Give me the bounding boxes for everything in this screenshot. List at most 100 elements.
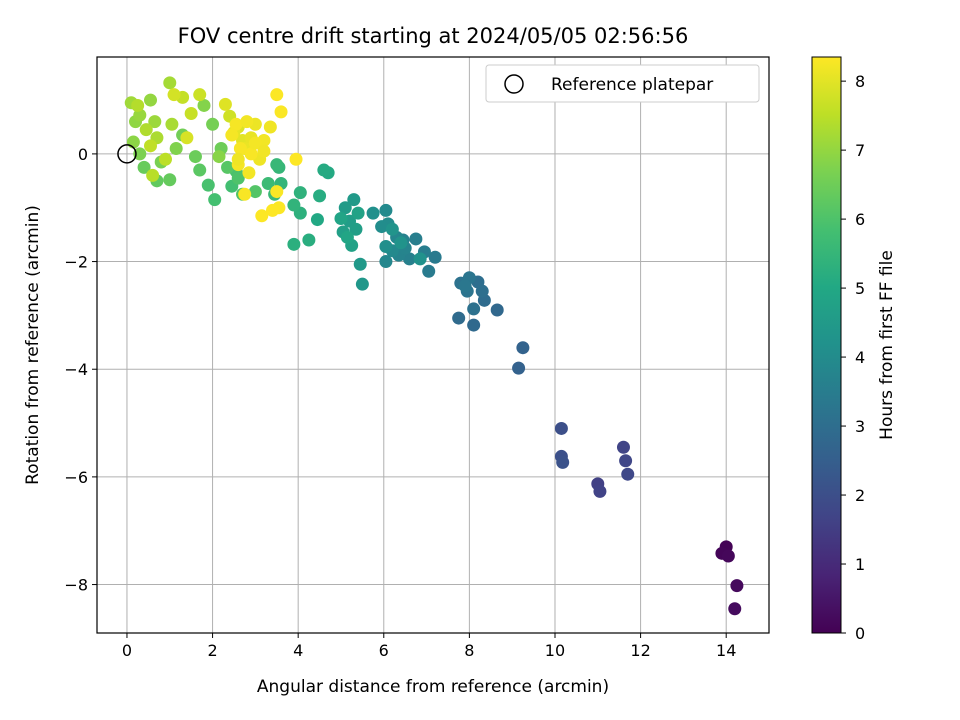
data-point	[233, 142, 247, 156]
data-point	[133, 147, 147, 161]
data-point	[255, 209, 269, 223]
data-point	[467, 318, 481, 332]
data-point	[263, 120, 277, 134]
x-axis-ticks: 0 2 4 6 8 10 12 14	[122, 633, 736, 660]
y-tick-label: 0	[78, 145, 88, 164]
colorbar-tick-label: 2	[855, 486, 865, 505]
data-points	[117, 76, 744, 616]
data-point	[512, 361, 526, 375]
data-point	[212, 150, 226, 164]
data-point	[184, 107, 198, 121]
colorbar-tick-label: 1	[855, 555, 865, 574]
data-point	[385, 222, 399, 236]
data-point	[366, 206, 380, 220]
x-tick-label: 12	[630, 641, 650, 660]
data-point	[379, 255, 393, 269]
legend-entry: Reference platepar	[551, 75, 713, 95]
data-point	[458, 279, 472, 293]
x-tick-label: 6	[379, 641, 389, 660]
data-point	[556, 455, 570, 469]
data-point	[621, 467, 635, 481]
data-point	[394, 236, 408, 250]
data-point	[193, 163, 207, 177]
data-point	[428, 250, 442, 264]
data-point	[289, 152, 303, 166]
data-point	[225, 128, 239, 142]
data-point	[721, 549, 735, 563]
data-point	[287, 237, 301, 251]
y-axis-label: Rotation from reference (arcmin)	[23, 205, 43, 485]
data-point	[167, 88, 181, 102]
data-point	[310, 213, 324, 227]
colorbar-ticks: 0 1 2 3 4 5 6 7 8	[841, 72, 865, 643]
data-point	[349, 222, 363, 236]
data-point	[231, 152, 245, 166]
chart-title: FOV centre drift starting at 2024/05/05 …	[178, 24, 689, 48]
data-point	[475, 284, 489, 298]
data-point	[163, 76, 177, 90]
data-point	[317, 163, 331, 177]
data-point	[218, 97, 232, 111]
data-point	[248, 185, 262, 199]
reference-platepar-marker	[117, 144, 137, 164]
x-tick-label: 10	[545, 641, 565, 660]
data-point	[133, 108, 147, 122]
data-point	[261, 177, 275, 191]
data-point	[351, 206, 365, 220]
data-point	[467, 302, 481, 316]
data-point	[313, 189, 327, 203]
data-point	[402, 252, 416, 266]
data-point	[274, 105, 288, 119]
data-point	[229, 117, 243, 131]
data-point	[148, 115, 162, 129]
plot-frame	[96, 56, 770, 634]
data-point	[248, 136, 262, 150]
data-point	[242, 166, 256, 180]
data-point	[206, 117, 220, 131]
grid-lines	[97, 57, 769, 633]
data-point	[201, 178, 215, 192]
data-point	[593, 484, 607, 498]
data-point	[257, 144, 271, 158]
data-point	[265, 203, 279, 217]
data-point	[180, 131, 194, 145]
data-point	[193, 88, 207, 102]
data-point	[619, 454, 633, 468]
data-point	[238, 187, 252, 201]
colorbar-tick-label: 5	[855, 279, 865, 298]
data-point	[139, 123, 153, 137]
data-point	[728, 602, 742, 616]
data-point	[293, 186, 307, 200]
data-point	[490, 303, 504, 317]
colorbar-tick-label: 7	[855, 141, 865, 160]
data-point	[287, 198, 301, 212]
data-point	[163, 173, 177, 187]
data-point	[422, 264, 436, 278]
data-point	[221, 160, 235, 174]
data-point	[144, 93, 158, 107]
data-point	[208, 193, 222, 207]
data-point	[270, 88, 284, 102]
data-point	[353, 257, 367, 271]
y-tick-label: −8	[64, 576, 88, 595]
data-point	[197, 98, 211, 112]
data-point	[131, 98, 145, 112]
data-point	[452, 311, 466, 325]
y-tick-label: −6	[64, 468, 88, 487]
y-axis-ticks: 0 −2 −4 −6 −8	[64, 145, 97, 595]
x-tick-label: 2	[207, 641, 217, 660]
x-tick-label: 0	[122, 641, 132, 660]
x-tick-label: 4	[293, 641, 303, 660]
colorbar-tick-label: 4	[855, 348, 865, 367]
colorbar-label: Hours from first FF file	[877, 250, 897, 440]
data-point	[158, 152, 172, 166]
data-point	[340, 230, 354, 244]
data-point	[379, 239, 393, 253]
data-point	[144, 139, 158, 153]
data-point	[334, 211, 348, 225]
legend-marker-circle	[504, 74, 524, 94]
data-point	[730, 579, 744, 593]
colorbar: 0 1 2 3 4 5 6 7 8 Hours from first FF file	[811, 56, 897, 643]
data-point	[146, 168, 160, 182]
